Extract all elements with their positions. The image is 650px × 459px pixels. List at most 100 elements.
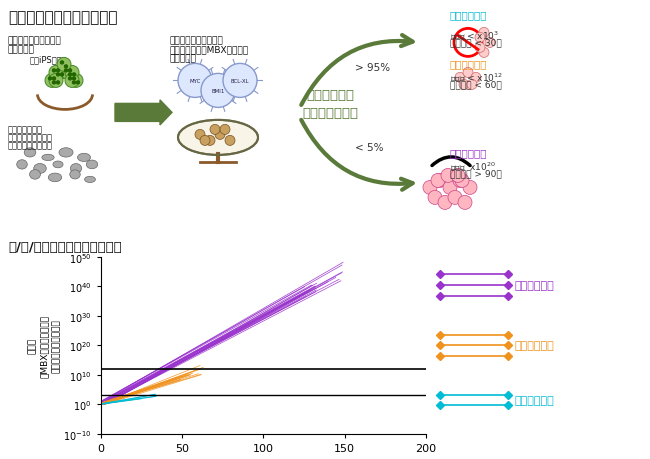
Ellipse shape (23, 148, 36, 158)
Circle shape (438, 196, 452, 210)
Text: （血球前駆細胞への: （血球前駆細胞への (8, 133, 53, 142)
Circle shape (49, 74, 63, 88)
Text: 増殖率 < x10$^{12}$: 増殖率 < x10$^{12}$ (450, 71, 503, 83)
Text: 増殖期間 < 60日: 増殖期間 < 60日 (450, 80, 502, 89)
Text: 高増殖巨核球: 高増殖巨核球 (515, 280, 554, 290)
Circle shape (57, 74, 60, 77)
Text: 中増殖巨核球: 中増殖巨核球 (515, 341, 554, 350)
Circle shape (459, 80, 469, 90)
Circle shape (73, 74, 75, 77)
Circle shape (475, 34, 485, 43)
Ellipse shape (68, 171, 82, 179)
Ellipse shape (47, 175, 62, 181)
Circle shape (220, 125, 230, 135)
Text: ヒトiPS細胞: ヒトiPS細胞 (30, 55, 63, 64)
Circle shape (73, 82, 75, 85)
Text: 高増殖巨核球: 高増殖巨核球 (450, 148, 488, 158)
Ellipse shape (53, 162, 64, 168)
Circle shape (205, 136, 215, 146)
Circle shape (60, 62, 64, 65)
Circle shape (215, 130, 225, 140)
Ellipse shape (33, 165, 47, 173)
Text: 高/中/低増殖巨核球の増殖曲線: 高/中/低増殖巨核球の増殖曲線 (8, 241, 122, 253)
Circle shape (69, 74, 83, 88)
Text: 低増殖巨核球: 低増殖巨核球 (450, 11, 488, 20)
Ellipse shape (15, 161, 29, 169)
FancyArrowPatch shape (432, 157, 470, 166)
Circle shape (463, 68, 473, 78)
Circle shape (210, 125, 220, 135)
Circle shape (479, 48, 489, 58)
Circle shape (225, 136, 235, 146)
Circle shape (65, 74, 79, 88)
Circle shape (223, 64, 257, 98)
Circle shape (73, 78, 75, 81)
Circle shape (428, 191, 442, 205)
Circle shape (463, 181, 477, 195)
Ellipse shape (79, 154, 89, 162)
Text: フィーダー細胞: フィーダー細胞 (8, 125, 43, 134)
Text: BMI1: BMI1 (211, 89, 225, 94)
Circle shape (443, 181, 457, 195)
Text: （２週間）: （２週間） (8, 45, 35, 54)
Circle shape (64, 70, 68, 73)
Circle shape (64, 66, 68, 69)
Circle shape (53, 78, 55, 81)
Circle shape (453, 174, 467, 188)
Circle shape (68, 78, 72, 81)
Text: 増殖期間 > 90日: 増殖期間 > 90日 (450, 169, 502, 178)
Circle shape (448, 191, 462, 205)
Circle shape (57, 82, 60, 85)
Circle shape (475, 43, 485, 53)
Circle shape (451, 169, 465, 183)
Ellipse shape (85, 160, 99, 170)
Ellipse shape (30, 172, 40, 179)
Circle shape (60, 74, 64, 77)
Text: 巨核球細胞への分化と: 巨核球細胞への分化と (170, 36, 224, 45)
Circle shape (45, 74, 59, 88)
Ellipse shape (70, 164, 83, 174)
Text: 低増殖巨核球: 低増殖巨核球 (515, 395, 554, 405)
FancyArrow shape (115, 101, 172, 126)
Text: 血球前駆細胞への分化: 血球前駆細胞への分化 (8, 36, 62, 45)
Circle shape (441, 169, 455, 183)
Circle shape (455, 174, 469, 188)
Ellipse shape (41, 154, 55, 162)
Circle shape (471, 73, 481, 83)
Circle shape (49, 66, 63, 80)
Text: 増殖期間 < 30日: 増殖期間 < 30日 (450, 38, 502, 47)
Circle shape (77, 82, 79, 85)
Circle shape (61, 66, 75, 80)
Circle shape (57, 70, 60, 73)
Text: 増殖率  x10$^{20}$: 増殖率 x10$^{20}$ (450, 160, 496, 172)
Circle shape (68, 70, 72, 73)
Circle shape (485, 38, 495, 48)
X-axis label: MBXを導入してからの日数: MBXを導入してからの日数 (218, 458, 309, 459)
Circle shape (178, 64, 212, 98)
Text: 分化を助ける細胞）: 分化を助ける細胞） (8, 141, 53, 150)
Circle shape (467, 80, 477, 90)
Text: 巨核球の増殖: 巨核球の増殖 (306, 89, 354, 102)
Circle shape (431, 174, 445, 188)
Circle shape (53, 82, 55, 85)
Circle shape (53, 66, 67, 80)
Circle shape (433, 174, 447, 188)
Text: 従来の不死化巨核球樹立法: 従来の不死化巨核球樹立法 (8, 11, 118, 25)
Circle shape (201, 74, 235, 108)
Circle shape (479, 28, 489, 38)
Text: 中増殖巨核球: 中増殖巨核球 (450, 59, 488, 69)
Text: （１～数ヶ月）: （１～数ヶ月） (302, 106, 358, 120)
Text: > 95%: > 95% (355, 63, 390, 73)
Circle shape (68, 74, 72, 77)
FancyArrowPatch shape (301, 36, 413, 106)
Circle shape (455, 73, 465, 83)
Text: （２週間）: （２週間） (170, 54, 197, 63)
Text: 不死化遺伝子（MBX）の導入: 不死化遺伝子（MBX）の導入 (170, 45, 249, 54)
Text: BCL-XL: BCL-XL (231, 79, 250, 84)
Text: 増殖率 < x10$^{3}$: 増殖率 < x10$^{3}$ (450, 29, 499, 41)
Circle shape (195, 130, 205, 140)
Circle shape (458, 196, 472, 210)
Ellipse shape (61, 148, 71, 158)
Circle shape (65, 66, 79, 80)
Text: MYC: MYC (189, 79, 201, 84)
